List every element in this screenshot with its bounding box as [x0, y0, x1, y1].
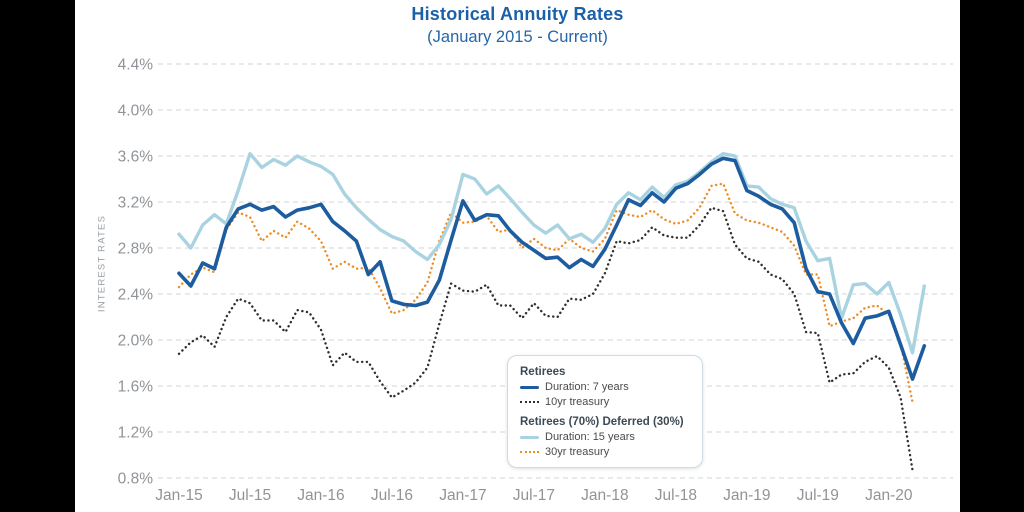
x-tick-label: Jan-16 — [297, 487, 344, 504]
y-tick-label: 0.8% — [118, 471, 154, 488]
legend-group-title-deferred: Retirees (70%) Deferred (30%) — [520, 416, 684, 428]
x-tick-label: Jul-16 — [371, 487, 413, 504]
chart-title: Historical Annuity Rates — [411, 4, 624, 24]
series-line-30yr-treasury — [177, 182, 914, 404]
y-tick-label: 3.2% — [118, 195, 154, 212]
solid-darkblue-line-swatch-icon — [520, 385, 539, 389]
dotted-orange-line-swatch-icon — [520, 451, 539, 453]
y-tick-label: 2.0% — [118, 333, 154, 350]
x-tick-label: Jan-20 — [865, 487, 913, 504]
legend-group-title-retirees: Retirees — [520, 366, 566, 378]
y-tick-label: 4.0% — [118, 103, 154, 120]
x-tick-label: Jan-18 — [581, 487, 628, 504]
chart-panel: Historical Annuity Rates (January 2015 -… — [75, 0, 960, 512]
letterbox-left — [0, 0, 75, 512]
legend-item-10yr-treasury: 10yr treasury — [520, 396, 692, 408]
x-tick-label: Jul-17 — [513, 487, 555, 504]
y-tick-label: 1.6% — [118, 379, 154, 396]
x-tick-label: Jul-19 — [797, 487, 839, 504]
legend-item-label: Duration: 15 years — [545, 431, 635, 443]
series-line-duration-15-years — [177, 152, 926, 355]
dotted-black-line-swatch-icon — [520, 401, 539, 403]
x-tick-label: Jan-15 — [155, 487, 202, 504]
x-tick-label: Jan-17 — [439, 487, 486, 504]
legend-item-label: 10yr treasury — [545, 396, 610, 408]
y-tick-label: 3.6% — [118, 149, 154, 166]
series-line-duration-7-years — [177, 156, 927, 381]
legend-item-duration-7-years: Duration: 7 years — [520, 381, 692, 393]
y-tick-label: 2.8% — [118, 241, 154, 258]
series-line-10yr-treasury — [177, 206, 914, 472]
letterbox-right — [960, 0, 1024, 512]
y-tick-label: 4.4% — [118, 57, 154, 74]
chart-legend: Retirees Duration: 7 years 10yr treasury… — [507, 355, 703, 468]
solid-lightblue-line-swatch-icon — [520, 435, 539, 439]
legend-item-duration-15-years: Duration: 15 years — [520, 431, 692, 443]
y-tick-label: 1.2% — [118, 425, 154, 442]
x-tick-label: Jan-19 — [723, 487, 770, 504]
y-tick-label: 2.4% — [118, 287, 154, 304]
x-tick-label: Jul-15 — [229, 487, 271, 504]
legend-item-30yr-treasury: 30yr treasury — [520, 446, 692, 458]
legend-item-label: Duration: 7 years — [545, 381, 629, 393]
chart-subtitle: (January 2015 - Current) — [427, 28, 608, 46]
x-tick-label: Jul-18 — [655, 487, 697, 504]
legend-item-label: 30yr treasury — [545, 446, 610, 458]
